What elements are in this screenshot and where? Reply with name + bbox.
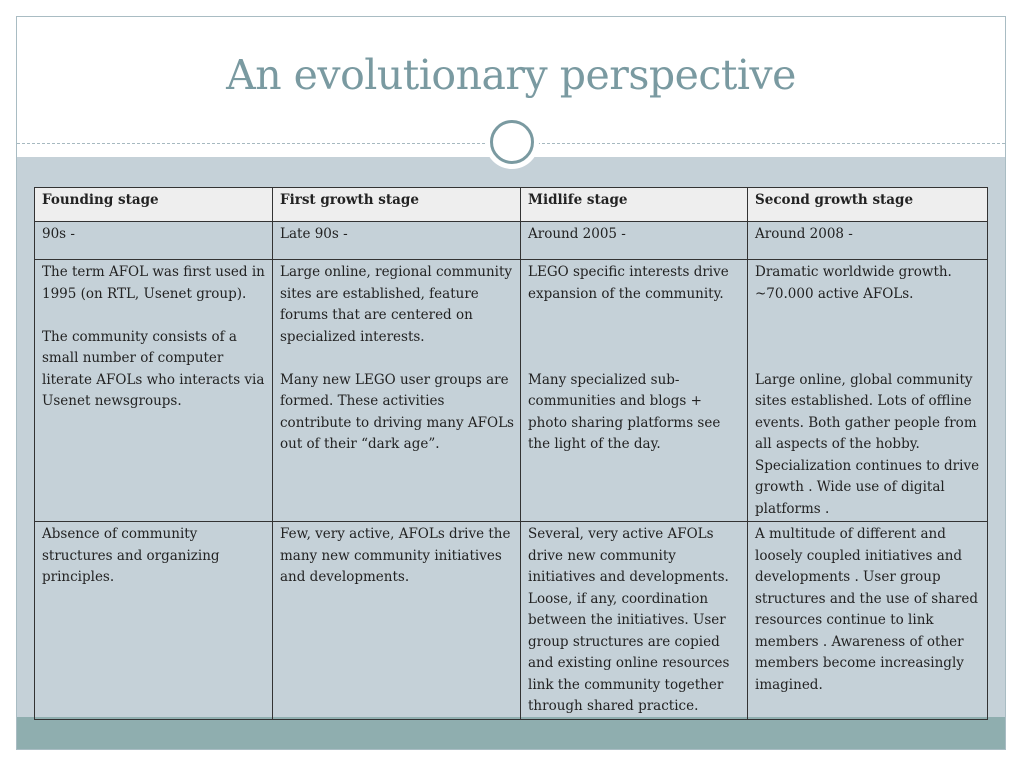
governance-founding: Absence of community structures and orga… — [34, 521, 273, 720]
description-midlife-part2: Many specialized sub-communities and blo… — [528, 371, 721, 453]
period-first-growth: Late 90s - — [272, 221, 521, 260]
period-founding: 90s - — [34, 221, 273, 260]
description-midlife-part1: LEGO specific interests drive expansion … — [528, 264, 729, 302]
header-second-growth-stage: Second growth stage — [747, 187, 988, 222]
description-founding-part1: The term AFOL was first used in 1995 (on… — [42, 264, 265, 302]
period-second-growth: Around 2008 - — [747, 221, 988, 260]
description-second-growth-part1: Dramatic worldwide growth. ~70.000 activ… — [755, 264, 952, 302]
description-first-growth: Large online, regional community sites a… — [272, 259, 521, 522]
evolution-table: Founding stage First growth stage Midlif… — [34, 187, 988, 720]
divider-ring-icon — [490, 120, 534, 164]
header-midlife-stage: Midlife stage — [520, 187, 748, 222]
description-founding: The term AFOL was first used in 1995 (on… — [34, 259, 273, 522]
description-second-growth-part2: Large online, global community sites est… — [755, 371, 980, 517]
slide-title: An evolutionary perspective — [226, 51, 796, 99]
header-founding-stage: Founding stage — [34, 187, 273, 222]
period-midlife: Around 2005 - — [520, 221, 748, 260]
description-second-growth: Dramatic worldwide growth. ~70.000 activ… — [747, 259, 988, 522]
header-first-growth-stage: First growth stage — [272, 187, 521, 222]
table-header-row: Founding stage First growth stage Midlif… — [34, 187, 988, 222]
governance-second-growth: A multitude of different and loosely cou… — [747, 521, 988, 720]
table-row-governance: Absence of community structures and orga… — [34, 521, 988, 720]
table-row-description: The term AFOL was first used in 1995 (on… — [34, 259, 988, 522]
governance-first-growth: Few, very active, AFOLs drive the many n… — [272, 521, 521, 720]
description-first-growth-part2: Many new LEGO user groups are formed. Th… — [280, 371, 514, 453]
description-founding-part2: The community consists of a small number… — [42, 328, 265, 410]
table-row-period: 90s - Late 90s - Around 2005 - Around 20… — [34, 221, 988, 260]
slide-frame: An evolutionary perspective Founding sta… — [16, 16, 1006, 750]
governance-midlife: Several, very active AFOLs drive new com… — [520, 521, 748, 720]
description-midlife: LEGO specific interests drive expansion … — [520, 259, 748, 522]
description-first-growth-part1: Large online, regional community sites a… — [280, 264, 513, 345]
footer-band — [17, 717, 1005, 749]
